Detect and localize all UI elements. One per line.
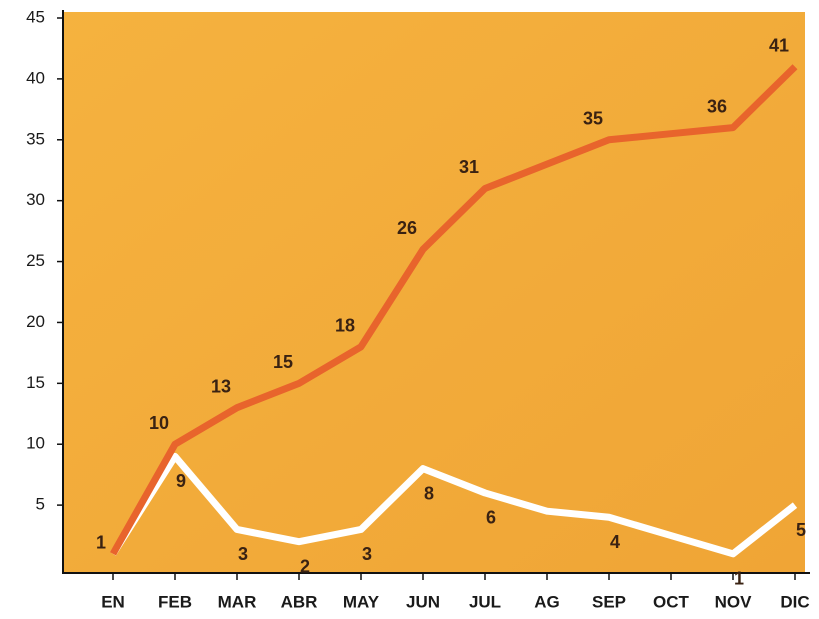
data-label: 6	[486, 508, 496, 528]
y-tick-label: 30	[26, 190, 45, 209]
x-tick-label: ABR	[281, 592, 318, 611]
y-tick-label: 20	[26, 312, 45, 331]
data-label: 3	[238, 544, 248, 564]
data-label: 2	[300, 556, 310, 576]
data-label: 4	[610, 532, 620, 552]
x-tick-label: AG	[534, 592, 560, 611]
x-tick-label: JUN	[406, 592, 440, 611]
data-label: 8	[424, 483, 434, 503]
data-label: 1	[96, 533, 106, 553]
x-tick-label: DIC	[780, 592, 809, 611]
series-line	[110, 452, 798, 558]
x-tick-label: EN	[101, 592, 125, 611]
data-label: 31	[459, 157, 479, 177]
x-tick-label: NOV	[715, 592, 753, 611]
data-label: 1	[734, 569, 744, 589]
y-tick-label: 40	[26, 68, 45, 87]
data-label: 9	[176, 471, 186, 491]
data-label: 35	[583, 109, 603, 129]
plot-shade	[63, 12, 805, 572]
series-line	[109, 64, 798, 556]
x-tick-label: MAR	[218, 592, 257, 611]
data-label: 36	[707, 96, 727, 116]
x-tick-label: OCT	[653, 592, 690, 611]
x-tick-label: MAY	[343, 592, 380, 611]
y-tick-label: 15	[26, 373, 45, 392]
y-tick-label: 5	[36, 495, 45, 514]
data-label: 5	[796, 520, 806, 540]
data-label: 3	[362, 544, 372, 564]
x-tick-label: SEP	[592, 592, 626, 611]
data-label: 41	[769, 35, 789, 55]
data-label: 26	[397, 218, 417, 238]
x-tick-label: JUL	[469, 592, 501, 611]
y-tick-label: 10	[26, 434, 45, 453]
data-label: 18	[335, 316, 355, 336]
y-tick-label: 35	[26, 129, 45, 148]
data-label: 10	[149, 413, 169, 433]
y-tick-label: 45	[26, 7, 45, 26]
x-tick-label: FEB	[158, 592, 192, 611]
data-label: 13	[211, 376, 231, 396]
y-tick-label: 25	[26, 251, 45, 270]
data-label: 15	[273, 352, 293, 372]
